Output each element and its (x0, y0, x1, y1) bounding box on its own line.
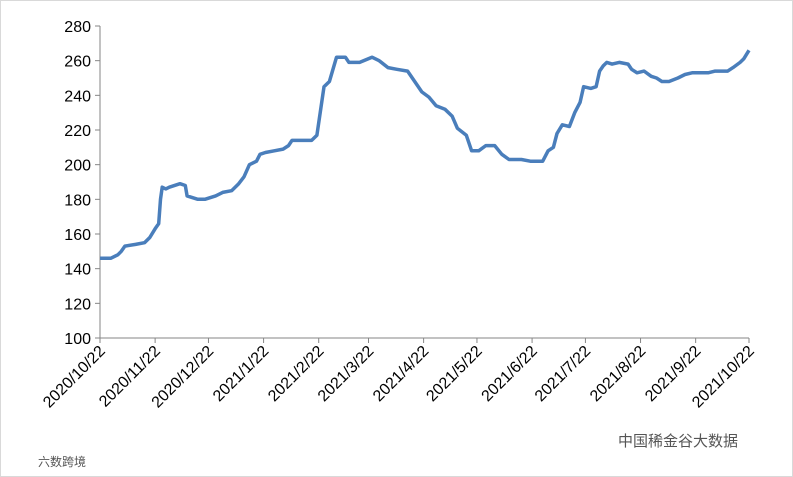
y-tick-label: 260 (64, 54, 91, 71)
y-tick-label: 100 (64, 331, 91, 348)
watermark-small: 六数跨境 (38, 454, 86, 469)
watermark: 中国稀金谷大数据 (618, 433, 738, 450)
y-tick-label: 220 (64, 123, 91, 140)
y-tick-label: 160 (64, 227, 91, 244)
data-line (100, 49, 751, 261)
y-tick-label: 120 (64, 296, 91, 313)
y-tick-label: 240 (64, 88, 91, 105)
y-tick-label: 180 (64, 192, 91, 209)
y-tick-label: 140 (64, 262, 91, 279)
y-tick-label: 280 (64, 19, 91, 36)
y-tick-label: 200 (64, 158, 91, 175)
